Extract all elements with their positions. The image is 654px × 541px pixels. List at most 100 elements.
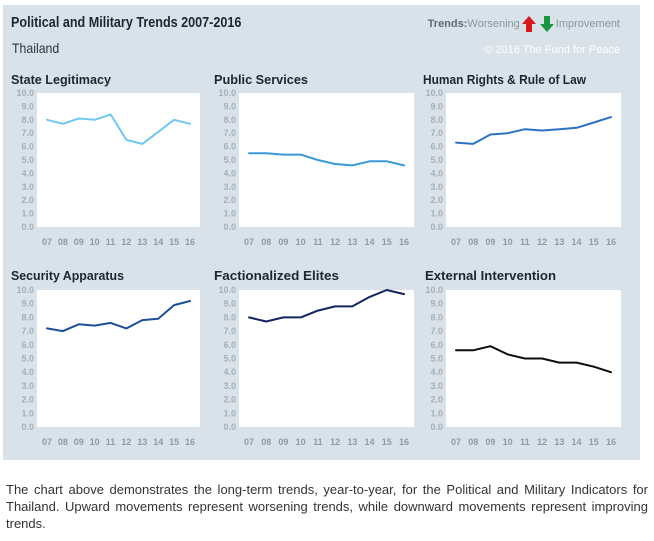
external-intervention-y-tick-label: 2.0 — [430, 395, 443, 405]
external-intervention-y-tick-label: 4.0 — [430, 367, 443, 377]
public-services-y-tick-label: 5.0 — [223, 155, 236, 165]
security-apparatus-y-tick-label: 8.0 — [21, 312, 34, 322]
external-intervention-y-tick-label: 7.0 — [430, 326, 443, 336]
factionalized-elites-x-tick-label: 13 — [347, 437, 357, 447]
state-legitimacy-y-tick-label: 10.0 — [16, 88, 34, 98]
factionalized-elites-y-tick-label: 2.0 — [223, 395, 236, 405]
public-services-chart: Public Services 0.0 1.0 2.0 3.0 4.0 5.0 6.0 7.0 8… — [214, 72, 414, 247]
page-title: Political and Military Trends 2007-2016 — [11, 14, 242, 31]
public-services-x-tick-label: 15 — [382, 237, 392, 247]
public-services-y-tick-label: 9.0 — [223, 101, 236, 111]
security-apparatus-x-tick-label: 15 — [169, 437, 179, 447]
state-legitimacy-x-tick-label: 09 — [74, 237, 84, 247]
factionalized-elites-y-tick-label: 0.0 — [223, 422, 236, 432]
human-rights-and-rule-of-law-series-line — [455, 116, 612, 145]
external-intervention-x-tick-label: 07 — [451, 437, 461, 447]
human-rights-and-rule-of-law-x-tick-label: 13 — [554, 237, 564, 247]
country-name: Thailand — [12, 40, 60, 56]
public-services-x-tick-label: 13 — [347, 237, 357, 247]
human-rights-and-rule-of-law-x-tick-label: 12 — [537, 237, 547, 247]
factionalized-elites-title: Factionalized Elites — [214, 268, 339, 283]
human-rights-and-rule-of-law-y-tick-label: 2.0 — [430, 195, 443, 205]
worsening-arrow-icon — [521, 16, 536, 32]
factionalized-elites-y-tick-label: 8.0 — [223, 312, 236, 322]
human-rights-and-rule-of-law-y-tick-label: 7.0 — [430, 128, 443, 138]
legend-improvement-label: Improvement — [555, 18, 620, 30]
public-services-x-tick-label: 10 — [296, 237, 306, 247]
state-legitimacy-y-tick-label: 4.0 — [21, 168, 34, 178]
security-apparatus-x-tick-label: 14 — [153, 437, 163, 447]
security-apparatus-x-tick-label: 07 — [42, 437, 52, 447]
state-legitimacy-x-tick-label: 11 — [106, 237, 116, 247]
chart-caption: The chart above demonstrates the long-te… — [6, 482, 648, 531]
human-rights-and-rule-of-law-x-tick-label: 16 — [606, 237, 616, 247]
public-services-y-tick-label: 4.0 — [223, 168, 236, 178]
factionalized-elites-x-tick-label: 15 — [382, 437, 392, 447]
state-legitimacy-x-tick-label: 14 — [153, 237, 163, 247]
state-legitimacy-y-tick-label: 3.0 — [21, 182, 34, 192]
security-apparatus-y-tick-label: 6.0 — [21, 340, 34, 350]
external-intervention-x-tick-label: 15 — [589, 437, 599, 447]
factionalized-elites-series-line — [248, 289, 405, 323]
security-apparatus-y-tick-label: 1.0 — [21, 408, 34, 418]
state-legitimacy-y-tick-label: 5.0 — [21, 155, 34, 165]
legend-label: Trends: — [427, 18, 468, 30]
human-rights-and-rule-of-law-x-tick-label: 08 — [468, 237, 478, 247]
factionalized-elites-y-tick-label: 4.0 — [223, 367, 236, 377]
state-legitimacy-y-tick-label: 2.0 — [21, 195, 34, 205]
state-legitimacy-y-tick-label: 8.0 — [21, 115, 34, 125]
external-intervention-x-tick-label: 09 — [485, 437, 495, 447]
factionalized-elites-y-tick-label: 6.0 — [223, 340, 236, 350]
state-legitimacy-title: State Legitimacy — [11, 72, 112, 87]
factionalized-elites-chart: Factionalized Elites 0.0 1.0 2.0 3.0 4.0 5.0 6.… — [214, 268, 414, 447]
public-services-y-tick-label: 3.0 — [223, 182, 236, 192]
public-services-y-tick-label: 2.0 — [223, 195, 236, 205]
external-intervention-y-tick-label: 0.0 — [430, 422, 443, 432]
factionalized-elites-x-tick-label: 12 — [330, 437, 340, 447]
human-rights-and-rule-of-law-x-tick-label: 10 — [503, 237, 513, 247]
human-rights-and-rule-of-law-y-tick-label: 6.0 — [430, 142, 443, 152]
state-legitimacy-y-tick-label: 0.0 — [21, 222, 34, 232]
public-services-x-tick-label: 12 — [330, 237, 340, 247]
state-legitimacy-x-tick-label: 15 — [169, 237, 179, 247]
human-rights-and-rule-of-law-y-tick-label: 4.0 — [430, 168, 443, 178]
human-rights-and-rule-of-law-x-tick-label: 15 — [589, 237, 599, 247]
factionalized-elites-x-tick-label: 16 — [399, 437, 409, 447]
human-rights-and-rule-of-law-chart: Human Rights & Rule of Law 0.0 1.0 2.0 3.0 4.… — [423, 72, 621, 247]
security-apparatus-y-tick-label: 2.0 — [21, 395, 34, 405]
indicator-charts: State Legitimacy 0.0 1.0 2.0 3.0 4.0 5.0 6.0 7.0… — [11, 72, 621, 447]
external-intervention-series-line — [455, 345, 612, 374]
security-apparatus-chart: Security Apparatus 0.0 1.0 2.0 3.0 4.0 5.0 6.0 7… — [11, 268, 200, 447]
public-services-x-tick-label: 09 — [278, 237, 288, 247]
human-rights-and-rule-of-law-title: Human Rights & Rule of Law — [423, 72, 587, 87]
factionalized-elites-y-tick-label: 1.0 — [223, 408, 236, 418]
security-apparatus-x-tick-label: 16 — [185, 437, 195, 447]
state-legitimacy-chart: State Legitimacy 0.0 1.0 2.0 3.0 4.0 5.0 6.0 7.0… — [11, 72, 200, 247]
security-apparatus-x-tick-label: 12 — [121, 437, 131, 447]
state-legitimacy-x-tick-label: 13 — [137, 237, 147, 247]
security-apparatus-series-line — [46, 300, 191, 333]
legend-worsening-label: Worsening — [467, 18, 520, 30]
factionalized-elites-x-tick-label: 11 — [313, 437, 323, 447]
security-apparatus-y-tick-label: 3.0 — [21, 381, 34, 391]
external-intervention-x-tick-label: 11 — [520, 437, 530, 447]
factionalized-elites-x-tick-label: 08 — [261, 437, 271, 447]
public-services-y-tick-label: 8.0 — [223, 115, 236, 125]
state-legitimacy-x-tick-label: 07 — [42, 237, 52, 247]
security-apparatus-y-tick-label: 5.0 — [21, 354, 34, 364]
factionalized-elites-plot-area — [239, 290, 414, 427]
security-apparatus-y-tick-label: 9.0 — [21, 299, 34, 309]
public-services-title: Public Services — [214, 72, 308, 87]
external-intervention-x-tick-label: 12 — [537, 437, 547, 447]
factionalized-elites-y-tick-label: 3.0 — [223, 381, 236, 391]
external-intervention-x-tick-label: 08 — [468, 437, 478, 447]
human-rights-and-rule-of-law-plot-area — [446, 93, 621, 227]
factionalized-elites-y-tick-label: 5.0 — [223, 354, 236, 364]
copyright-notice: © 2016 The Fund for Peace — [484, 44, 620, 56]
factionalized-elites-y-tick-label: 7.0 — [223, 326, 236, 336]
human-rights-and-rule-of-law-x-tick-label: 07 — [451, 237, 461, 247]
public-services-series-line — [248, 152, 405, 167]
external-intervention-y-tick-label: 6.0 — [430, 340, 443, 350]
improvement-arrow-icon — [539, 16, 554, 32]
external-intervention-y-tick-label: 8.0 — [430, 312, 443, 322]
